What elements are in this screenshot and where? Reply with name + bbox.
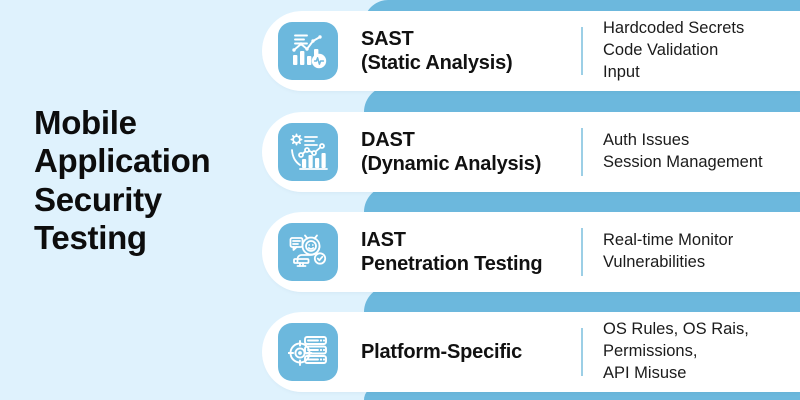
vertical-divider	[581, 128, 583, 176]
page-title-line-3: Security	[34, 180, 162, 218]
list-item-label-line-1: IAST	[361, 229, 406, 251]
list-item-label: DAST (Dynamic Analysis)	[361, 128, 577, 176]
vertical-divider	[581, 328, 583, 376]
detail-text: Code Validation	[603, 41, 719, 60]
list-item-label: IAST Penetration Testing	[361, 228, 577, 276]
vertical-divider	[581, 27, 583, 75]
crosshair-server-icon	[288, 333, 328, 371]
list-item-label-line-2: Penetration Testing	[361, 253, 543, 275]
list-item-label-line-1: Platform-Specific	[361, 341, 523, 363]
icon-container	[278, 123, 338, 181]
list-item-label-line-2: (Static Analysis)	[361, 52, 513, 74]
list-item[interactable]: IAST Penetration Testing Real-time Monit…	[266, 216, 800, 288]
detail-text: Session Management	[603, 153, 763, 171]
list-item-details: Auth Issues Session Management	[603, 130, 800, 174]
blue-band-segment-bottom	[364, 386, 800, 400]
page-title-line-1: Mobile	[34, 104, 137, 141]
list-item-details: Real-time Monitor Vulnerabilities	[603, 230, 800, 274]
gear-scatter-bar-chart-icon	[288, 133, 328, 171]
list-item-label: Platform-Specific	[361, 340, 577, 364]
detail-text: Auth Issues	[603, 131, 690, 150]
bar-chart-trendline-pulse-icon	[288, 32, 328, 70]
vertical-divider	[581, 228, 583, 276]
list-item-label-line-1: DAST	[361, 129, 415, 151]
list-item-details: Hardcoded Secrets Code Validation Input	[603, 18, 800, 84]
list-item[interactable]: Platform-Specific OS Rules, OS Rais, Per…	[266, 316, 800, 388]
detail-text: Real-time Monitor	[603, 231, 734, 250]
page-title-line-4: Testing	[34, 218, 147, 256]
detail-text: Vulnerabilities	[603, 253, 706, 271]
page-title: Mobile Application Security Testing	[34, 104, 264, 257]
icon-container	[278, 323, 338, 381]
list-item-label: SAST (Static Analysis)	[361, 27, 577, 75]
monitor-bug-check-icon	[288, 233, 328, 271]
icon-container	[278, 223, 338, 281]
list-item[interactable]: SAST (Static Analysis) Hardcoded Secrets…	[266, 15, 800, 87]
list-item[interactable]: DAST (Dynamic Analysis) Auth Issues Sess…	[266, 116, 800, 188]
detail-text: OS Rules, OS Rais,	[603, 320, 749, 339]
detail-text: Permissions,	[603, 342, 698, 361]
page-title-line-2: Application	[34, 142, 211, 180]
list-item-label-line-1: SAST	[361, 28, 414, 50]
detail-text: Input	[603, 62, 640, 81]
icon-container	[278, 22, 338, 80]
detail-text: API Misuse	[603, 363, 687, 382]
list-item-details: OS Rules, OS Rais, Permissions, API Misu…	[603, 319, 800, 385]
list-item-label-line-2: (Dynamic Analysis)	[361, 153, 542, 175]
detail-text: Hardcoded Secrets	[603, 19, 745, 38]
